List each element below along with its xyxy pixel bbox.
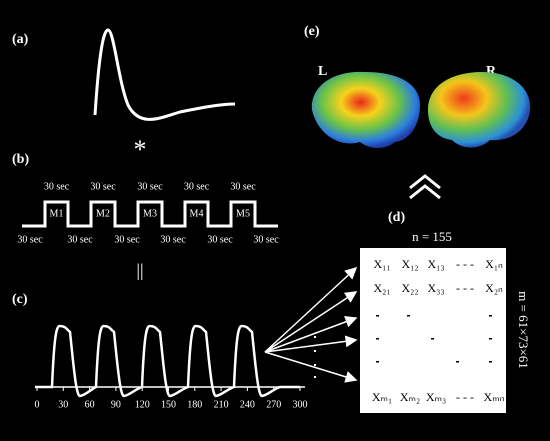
tick-label: 150: [161, 399, 176, 410]
duration-label: 30 sec: [230, 181, 256, 192]
panel-label: (c): [12, 292, 28, 307]
x-ticks: 0 30 60 90 120 150 180 210 240 270 300: [35, 387, 308, 410]
matrix-entry: Xₘ₁: [372, 390, 392, 404]
n-label: n = 155: [412, 229, 452, 244]
matrix-entry: X₁₃: [427, 257, 444, 271]
tick-label: 120: [135, 399, 150, 410]
hemisphere-label: L: [318, 64, 327, 79]
tick-label: 90: [111, 399, 121, 410]
panel-label: (e): [304, 24, 320, 39]
duration-label: 30 sec: [160, 234, 186, 245]
block-name: M1: [50, 208, 64, 219]
matrix-entry: X₁₁: [373, 257, 390, 271]
asterisk: *: [134, 135, 147, 164]
duration-label: 30 sec: [137, 181, 163, 192]
matrix-box: [360, 248, 506, 413]
duration-label: 30 sec: [90, 181, 116, 192]
matrix-entry: X₂₁: [373, 281, 390, 295]
block-name: M2: [96, 208, 110, 219]
hrf-curve: [93, 28, 236, 121]
panel-label: (b): [12, 152, 29, 167]
tick-label: 30: [58, 399, 68, 410]
matrix: X₁₁ X₁₂ X₁₃ - - - X₁ₙ X₂₁ X₂₂ X₃₃ - - - X₂ₙ Xₘ₁ Xₘ₂…: [372, 257, 505, 404]
panel-label: (a): [12, 32, 29, 47]
duration-label: 30 sec: [44, 181, 70, 192]
block-name: M5: [236, 208, 250, 219]
tick-label: 180: [187, 399, 202, 410]
matrix-entry: - - -: [456, 390, 474, 404]
matrix-entry: Xₘₙ: [484, 390, 505, 404]
matrix-entry: X₃₃: [427, 281, 444, 295]
duration-label: 30 sec: [207, 234, 233, 245]
tick-label: 0: [35, 399, 40, 410]
tick-label: 300: [293, 399, 308, 410]
duration-label: 30 sec: [114, 234, 140, 245]
block-name: M3: [143, 208, 157, 219]
arrow: [264, 266, 358, 353]
panel-label: (d): [388, 210, 405, 225]
arrow: [264, 351, 358, 383]
block-name: M4: [190, 208, 204, 219]
duration-label: 30 sec: [253, 234, 279, 245]
dots: [314, 336, 316, 378]
brain-left: [311, 71, 420, 148]
tick-label: 210: [214, 399, 229, 410]
matrix-entry: X₁₂: [401, 257, 418, 271]
matrix-entry: Xₘ₃: [426, 390, 446, 404]
duration-label: 30 sec: [184, 181, 210, 192]
matrix-dots: [376, 315, 492, 363]
tick-label: 60: [85, 399, 95, 410]
matrix-entry: X₁ₙ: [485, 257, 503, 271]
m-label: m = 61×73×61: [516, 291, 531, 369]
arrow: [264, 291, 358, 353]
tick-label: 270: [266, 399, 281, 410]
chevrons: [409, 174, 441, 200]
matrix-entry: X₂₂: [401, 281, 418, 295]
duration-label: 30 sec: [67, 234, 93, 245]
matrix-entry: - - -: [456, 281, 474, 295]
boxcar: [22, 200, 278, 228]
duration-label: 30 sec: [17, 234, 43, 245]
arrows: [264, 266, 358, 383]
arrow: [264, 316, 358, 353]
bold-signal: [35, 324, 300, 398]
brain-right: [428, 72, 531, 148]
hemisphere-label: R: [486, 64, 497, 79]
arrow: [264, 335, 358, 353]
tick-label: 240: [240, 399, 255, 410]
matrix-entry: X₂ₙ: [485, 281, 503, 295]
matrix-entry: Xₘ₂: [400, 390, 420, 404]
equivalence: ||: [136, 260, 143, 280]
block-labels: M1 M2 M3 M4 M5 30 sec 30 sec 30 sec 30 sec 30 sec…: [17, 181, 279, 245]
matrix-entry: - - -: [456, 257, 474, 271]
